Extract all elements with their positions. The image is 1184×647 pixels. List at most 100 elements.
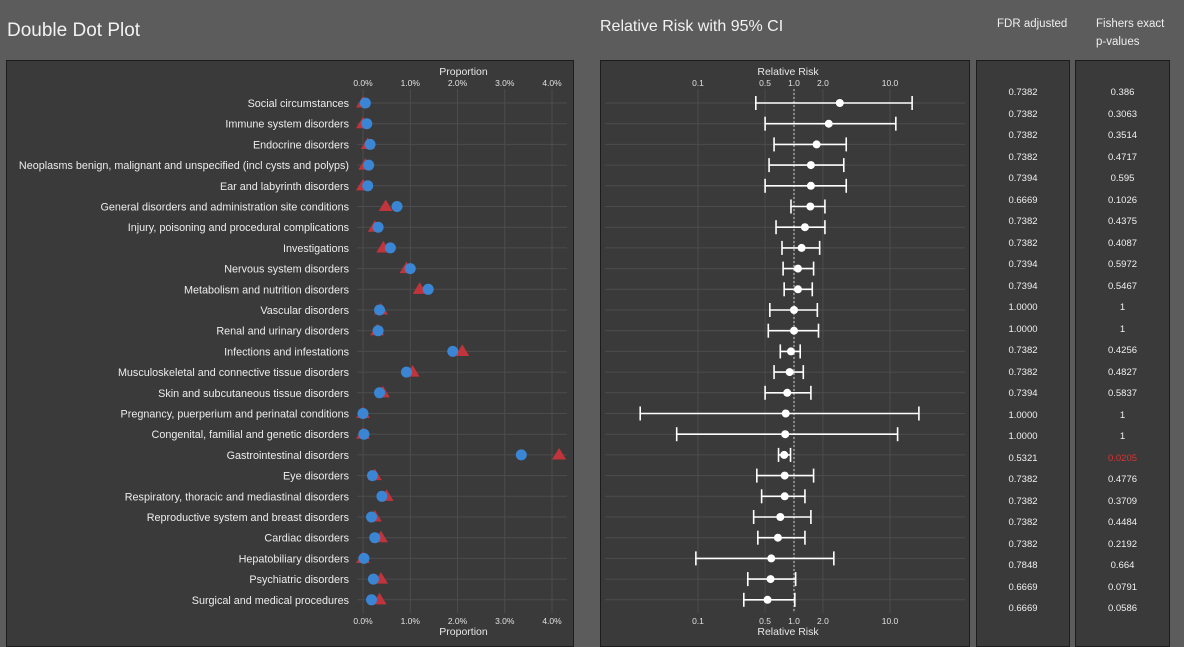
circle-point — [372, 221, 384, 233]
risk-estimate-point — [786, 347, 795, 356]
category-label: Cardiac disorders — [264, 533, 349, 545]
risk-estimate-point — [767, 554, 776, 563]
risk-estimate-point — [780, 471, 789, 480]
fisher-p-value: 0.3514 — [1107, 130, 1138, 141]
circle-point — [400, 366, 412, 378]
risk-estimate-point — [776, 513, 785, 521]
category-label: Skin and subcutaneous tissue disorders — [158, 388, 349, 400]
risk-estimate-point — [783, 388, 792, 397]
x-tick-label-top: 3.0% — [495, 78, 515, 88]
category-label: Eye disorders — [283, 471, 350, 483]
x-tick-label-bottom: 4.0% — [542, 616, 562, 626]
circle-point — [369, 532, 381, 544]
x-tick-label-top: 0.0% — [353, 78, 373, 88]
fdr-value: 0.7382 — [1008, 108, 1038, 120]
risk-estimate-point — [806, 202, 815, 211]
fisher-p-value: 0.4484 — [1107, 517, 1138, 528]
x-tick-label-bottom: 2.0% — [448, 616, 468, 626]
risk-estimate-point — [773, 533, 782, 542]
risk-plot-title: Relative Risk with 95% CI — [600, 18, 784, 35]
risk-plot-panel: Relative Risk Relative Risk 0.1 0.1 0.5 0.5 1.… — [600, 60, 970, 647]
triangle-point — [552, 447, 567, 460]
x-tick-label-bottom: 0.0% — [353, 616, 373, 626]
fisher-p-value: 0.386 — [1110, 87, 1135, 98]
circle-point — [515, 449, 527, 461]
x-tick-label-bottom: 1.0 — [788, 616, 800, 626]
fisher-p-value: 0.5972 — [1107, 259, 1138, 270]
dot-plot-chart: Proportion Proportion 0.0% 0.0% 1.0% 1.0% 2.0%… — [19, 66, 567, 638]
fdr-value: 0.7382 — [1008, 517, 1038, 528]
fdr-value: 0.7382 — [1008, 345, 1038, 356]
fdr-value: 0.7394 — [1008, 259, 1038, 270]
fdr-value: 0.7382 — [1008, 237, 1038, 249]
fdr-column: 0.7382 0.7382 0.7382 0.7382 0.7394 0.6669 0.73… — [976, 60, 1070, 647]
fdr-value: 0.7394 — [1008, 173, 1038, 184]
x-tick-label-top: 0.5 — [759, 78, 771, 88]
fisher-p-value: 1 — [1119, 431, 1126, 442]
fisher-p-value: 0.4375 — [1107, 216, 1138, 227]
category-label: Renal and urinary disorders — [216, 326, 349, 338]
x-tick-label-bottom: 2.0 — [817, 616, 829, 626]
dot-plot-panel: Proportion Proportion 0.0% 0.0% 1.0% 1.0% 2.0%… — [6, 60, 574, 647]
fdr-value: 0.5321 — [1008, 452, 1038, 464]
category-label: Psychiatric disorders — [249, 574, 349, 586]
category-label: Metabolism and nutrition disorders — [184, 284, 350, 296]
circle-point — [404, 263, 416, 275]
x-tick-label-top: 10.0 — [882, 78, 899, 88]
x-axis-label-bottom: Proportion — [439, 626, 488, 638]
risk-estimate-point — [835, 99, 844, 107]
category-label: General disorders and administration sit… — [101, 202, 350, 214]
category-label: Immune system disorders — [225, 119, 349, 131]
fisher-p-value: 0.1026 — [1107, 194, 1138, 206]
risk-estimate-point — [824, 119, 833, 128]
fdr-value: 0.6669 — [1008, 603, 1038, 614]
fisher-p-value: 0.4827 — [1107, 366, 1138, 378]
circle-point — [376, 490, 388, 502]
category-label: Ear and labyrinth disorders — [220, 181, 350, 193]
fdr-value: 0.7382 — [1008, 87, 1038, 98]
fisher-p-value: 0.0586 — [1107, 603, 1138, 614]
circle-point — [361, 118, 373, 130]
risk-estimate-point — [780, 450, 789, 459]
circle-point — [372, 325, 384, 337]
fdr-value: 0.7382 — [1008, 151, 1038, 163]
triangle-point — [378, 199, 393, 212]
circle-point — [374, 387, 386, 399]
category-label: Endocrine disorders — [253, 139, 350, 151]
circle-point — [366, 470, 378, 482]
fisher-p-value: 0.4776 — [1107, 474, 1138, 485]
fisher-p-value: 1 — [1119, 323, 1126, 335]
risk-estimate-point — [763, 595, 772, 604]
fdr-value: 0.6669 — [1008, 581, 1038, 593]
circle-point — [358, 428, 370, 440]
fdr-value: 1.0000 — [1008, 409, 1038, 421]
x-tick-label-top: 4.0% — [542, 78, 562, 88]
fisher-p-value: 1 — [1119, 409, 1126, 421]
circle-point — [359, 97, 371, 109]
risk-estimate-point — [806, 181, 815, 190]
fdr-value: 0.6669 — [1008, 194, 1038, 206]
fdr-value: 0.7382 — [1008, 216, 1038, 227]
category-label: Pregnancy, puerperium and perinatal cond… — [121, 409, 350, 421]
risk-estimate-point — [812, 140, 821, 149]
circle-point — [366, 511, 378, 523]
x-tick-label-top: 1.0% — [401, 78, 421, 88]
fdr-value: 0.7382 — [1008, 538, 1038, 550]
x-tick-label-top: 2.0% — [448, 78, 468, 88]
circle-point — [362, 180, 374, 192]
x-axis-label-top: Relative Risk — [757, 66, 819, 78]
circle-point — [363, 159, 375, 171]
x-tick-label-top: 1.0 — [788, 78, 800, 88]
x-axis-label-bottom: Relative Risk — [757, 626, 819, 638]
x-tick-label-bottom: 0.5 — [759, 616, 771, 626]
risk-estimate-point — [806, 161, 815, 170]
fisher-p-value: 0.5467 — [1107, 280, 1138, 292]
category-label: Reproductive system and breast disorders — [147, 512, 350, 524]
circle-point — [374, 304, 386, 316]
dot-plot-title: Double Dot Plot — [7, 20, 141, 41]
fisher-p-value: 0.3063 — [1107, 108, 1138, 120]
fisher-p-value: 0.0791 — [1107, 581, 1138, 593]
fdr-header: FDR adjusted — [997, 18, 1068, 30]
risk-estimate-point — [790, 326, 798, 335]
category-label: Neoplasms benign, malignant and unspecif… — [19, 160, 349, 172]
